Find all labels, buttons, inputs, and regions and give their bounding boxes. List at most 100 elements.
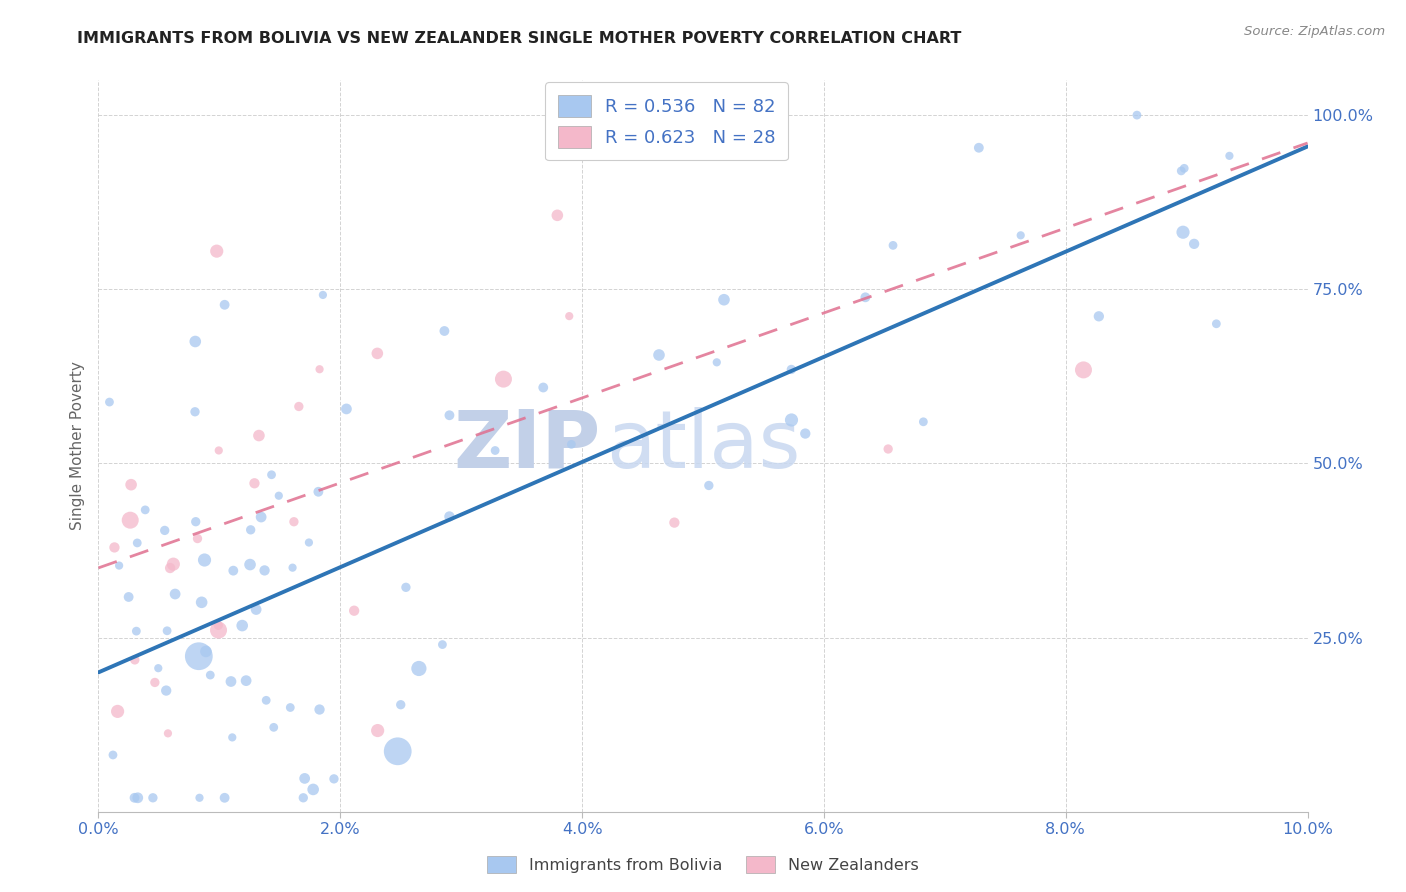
Point bbox=[1171, 225, 1194, 239]
Point bbox=[231, 618, 253, 632]
Point bbox=[1088, 310, 1111, 324]
Point bbox=[125, 624, 148, 639]
Point bbox=[207, 623, 229, 637]
Point bbox=[108, 558, 131, 573]
Text: Source: ZipAtlas.com: Source: ZipAtlas.com bbox=[1244, 25, 1385, 38]
Point bbox=[159, 561, 181, 575]
Point bbox=[281, 560, 304, 574]
Point bbox=[484, 443, 506, 458]
Point bbox=[184, 515, 207, 529]
Point bbox=[389, 698, 412, 712]
Point bbox=[214, 298, 236, 312]
Point bbox=[245, 602, 267, 616]
Point bbox=[367, 723, 389, 738]
Point bbox=[307, 484, 329, 499]
Point bbox=[1182, 236, 1205, 251]
Point bbox=[247, 428, 270, 442]
Point bbox=[222, 564, 245, 578]
Y-axis label: Single Mother Poverty: Single Mother Poverty bbox=[69, 361, 84, 531]
Point bbox=[254, 693, 277, 707]
Point bbox=[200, 668, 222, 682]
Point bbox=[127, 790, 149, 805]
Point bbox=[780, 362, 803, 376]
Point bbox=[267, 489, 290, 503]
Point bbox=[1010, 228, 1032, 243]
Point bbox=[120, 513, 142, 527]
Point bbox=[186, 532, 208, 546]
Legend: Immigrants from Bolivia, New Zealanders: Immigrants from Bolivia, New Zealanders bbox=[481, 849, 925, 880]
Point bbox=[294, 772, 316, 786]
Point bbox=[439, 509, 461, 524]
Point bbox=[98, 395, 121, 409]
Point bbox=[156, 624, 179, 638]
Point bbox=[1205, 317, 1227, 331]
Point bbox=[697, 478, 720, 492]
Point bbox=[713, 293, 735, 307]
Point bbox=[214, 790, 236, 805]
Point bbox=[239, 558, 262, 572]
Point bbox=[560, 437, 582, 451]
Point bbox=[250, 510, 273, 524]
Point bbox=[260, 467, 283, 482]
Point bbox=[207, 618, 229, 632]
Point bbox=[546, 208, 568, 222]
Point bbox=[323, 772, 346, 786]
Point bbox=[194, 644, 217, 658]
Point bbox=[221, 731, 243, 745]
Point bbox=[780, 413, 803, 427]
Point bbox=[205, 244, 228, 259]
Point bbox=[439, 409, 461, 423]
Point bbox=[433, 324, 456, 338]
Point bbox=[153, 524, 176, 538]
Point bbox=[1218, 149, 1240, 163]
Point bbox=[292, 790, 315, 805]
Point bbox=[335, 401, 357, 416]
Point bbox=[877, 442, 900, 456]
Point bbox=[531, 380, 554, 394]
Point bbox=[366, 346, 388, 360]
Point bbox=[432, 638, 454, 652]
Point bbox=[239, 523, 262, 537]
Point bbox=[184, 405, 207, 419]
Point bbox=[134, 503, 156, 517]
Point bbox=[882, 238, 904, 252]
Point bbox=[188, 790, 211, 805]
Point bbox=[395, 580, 418, 594]
Point bbox=[107, 705, 129, 719]
Point bbox=[408, 661, 430, 675]
Text: IMMIGRANTS FROM BOLIVIA VS NEW ZEALANDER SINGLE MOTHER POVERTY CORRELATION CHART: IMMIGRANTS FROM BOLIVIA VS NEW ZEALANDER… bbox=[77, 31, 962, 46]
Point bbox=[278, 700, 301, 714]
Point bbox=[243, 476, 266, 491]
Point bbox=[165, 587, 187, 601]
Point bbox=[1170, 164, 1192, 178]
Point bbox=[343, 604, 366, 618]
Text: ZIP: ZIP bbox=[453, 407, 600, 485]
Point bbox=[156, 726, 179, 740]
Point bbox=[101, 747, 124, 762]
Point bbox=[308, 702, 330, 716]
Point bbox=[184, 334, 207, 349]
Point bbox=[124, 653, 146, 667]
Point bbox=[312, 288, 335, 302]
Point bbox=[1173, 161, 1195, 176]
Point bbox=[162, 557, 184, 571]
Point bbox=[253, 563, 276, 577]
Point bbox=[298, 535, 321, 549]
Point bbox=[193, 553, 215, 567]
Point bbox=[155, 683, 177, 698]
Point bbox=[648, 348, 671, 362]
Point bbox=[120, 477, 142, 491]
Point bbox=[558, 309, 581, 323]
Point bbox=[853, 290, 876, 304]
Point bbox=[143, 675, 166, 690]
Point bbox=[219, 674, 242, 689]
Point bbox=[387, 744, 409, 758]
Point bbox=[263, 720, 285, 734]
Point bbox=[187, 649, 209, 664]
Point bbox=[127, 536, 149, 550]
Point bbox=[288, 400, 311, 414]
Point bbox=[492, 372, 515, 386]
Point bbox=[664, 516, 686, 530]
Point bbox=[208, 443, 231, 458]
Legend: R = 0.536   N = 82, R = 0.623   N = 28: R = 0.536 N = 82, R = 0.623 N = 28 bbox=[546, 82, 789, 161]
